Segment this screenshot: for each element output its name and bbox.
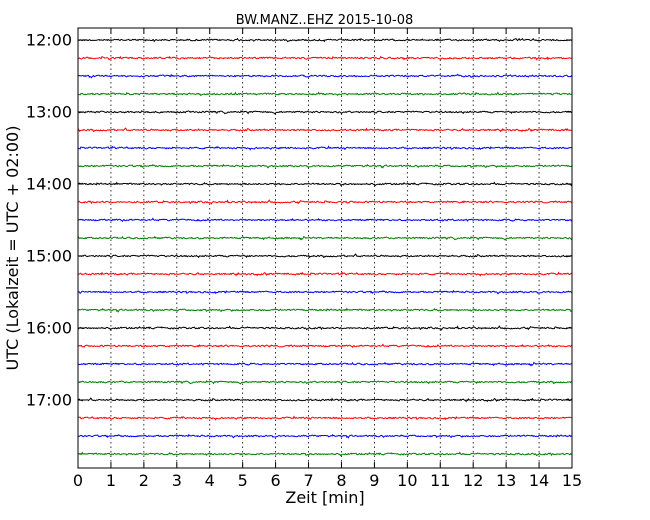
y-tick-label: 13:00: [26, 103, 72, 122]
y-tick-label: 16:00: [26, 319, 72, 338]
y-tick-label: 14:00: [26, 175, 72, 194]
x-tick-label: 10: [397, 471, 417, 490]
x-tick-label: 2: [139, 471, 149, 490]
x-tick-label: 13: [496, 471, 516, 490]
trace-1630: [77, 361, 573, 367]
x-axis-ticks: 0 1 2 3 4 5 6 7 8 9 10 11 12 13 14 15: [73, 28, 582, 490]
x-tick-label: 11: [430, 471, 450, 490]
trace-1330: [77, 145, 573, 151]
x-tick-label: 9: [369, 471, 379, 490]
x-tick-label: 0: [73, 471, 83, 490]
y-axis-ticks: 12:00 13:00 14:00 15:00 16:00 17:00: [26, 31, 572, 410]
trace-group: [77, 37, 573, 457]
trace-1315: [77, 127, 573, 133]
trace-1200: [77, 37, 573, 43]
y-axis-label: UTC (Lokalzeit = UTC + 02:00): [3, 126, 22, 371]
plot-frame: [77, 27, 573, 469]
x-axis-label: Zeit [min]: [285, 488, 364, 507]
trace-1230: [77, 73, 573, 79]
x-tick-label: 6: [271, 471, 281, 490]
trace-1700: [77, 397, 573, 403]
trace-1245: [77, 91, 573, 97]
trace-1400: [77, 181, 573, 187]
trace-1615: [77, 343, 573, 349]
trace-1545: [77, 307, 573, 313]
trace-1645: [77, 379, 573, 385]
y-tick-label: 12:00: [26, 31, 72, 50]
trace-1415: [77, 199, 573, 205]
trace-1730: [77, 433, 573, 439]
x-tick-label: 8: [336, 471, 346, 490]
trace-1500: [77, 253, 573, 259]
x-tick-label: 1: [106, 471, 116, 490]
y-tick-label: 15:00: [26, 247, 72, 266]
trace-1345: [77, 163, 573, 169]
x-tick-label: 7: [303, 471, 313, 490]
x-tick-label: 5: [238, 471, 248, 490]
trace-1215: [77, 55, 573, 61]
trace-1445: [77, 235, 573, 241]
x-tick-label: 14: [529, 471, 549, 490]
y-tick-label: 17:00: [26, 391, 72, 410]
trace-1515: [77, 271, 573, 277]
trace-1715: [77, 415, 573, 421]
x-tick-label: 15: [562, 471, 582, 490]
trace-1300: [77, 109, 573, 115]
x-tick-label: 12: [463, 471, 483, 490]
x-tick-label: 4: [205, 471, 215, 490]
trace-1530: [77, 289, 573, 295]
trace-1745: [77, 451, 573, 457]
trace-1600: [77, 325, 573, 331]
x-tick-label: 3: [172, 471, 182, 490]
grid-lines: [110, 28, 540, 468]
chart-title: BW.MANZ..EHZ 2015-10-08: [236, 13, 414, 28]
trace-1430: [77, 217, 573, 223]
